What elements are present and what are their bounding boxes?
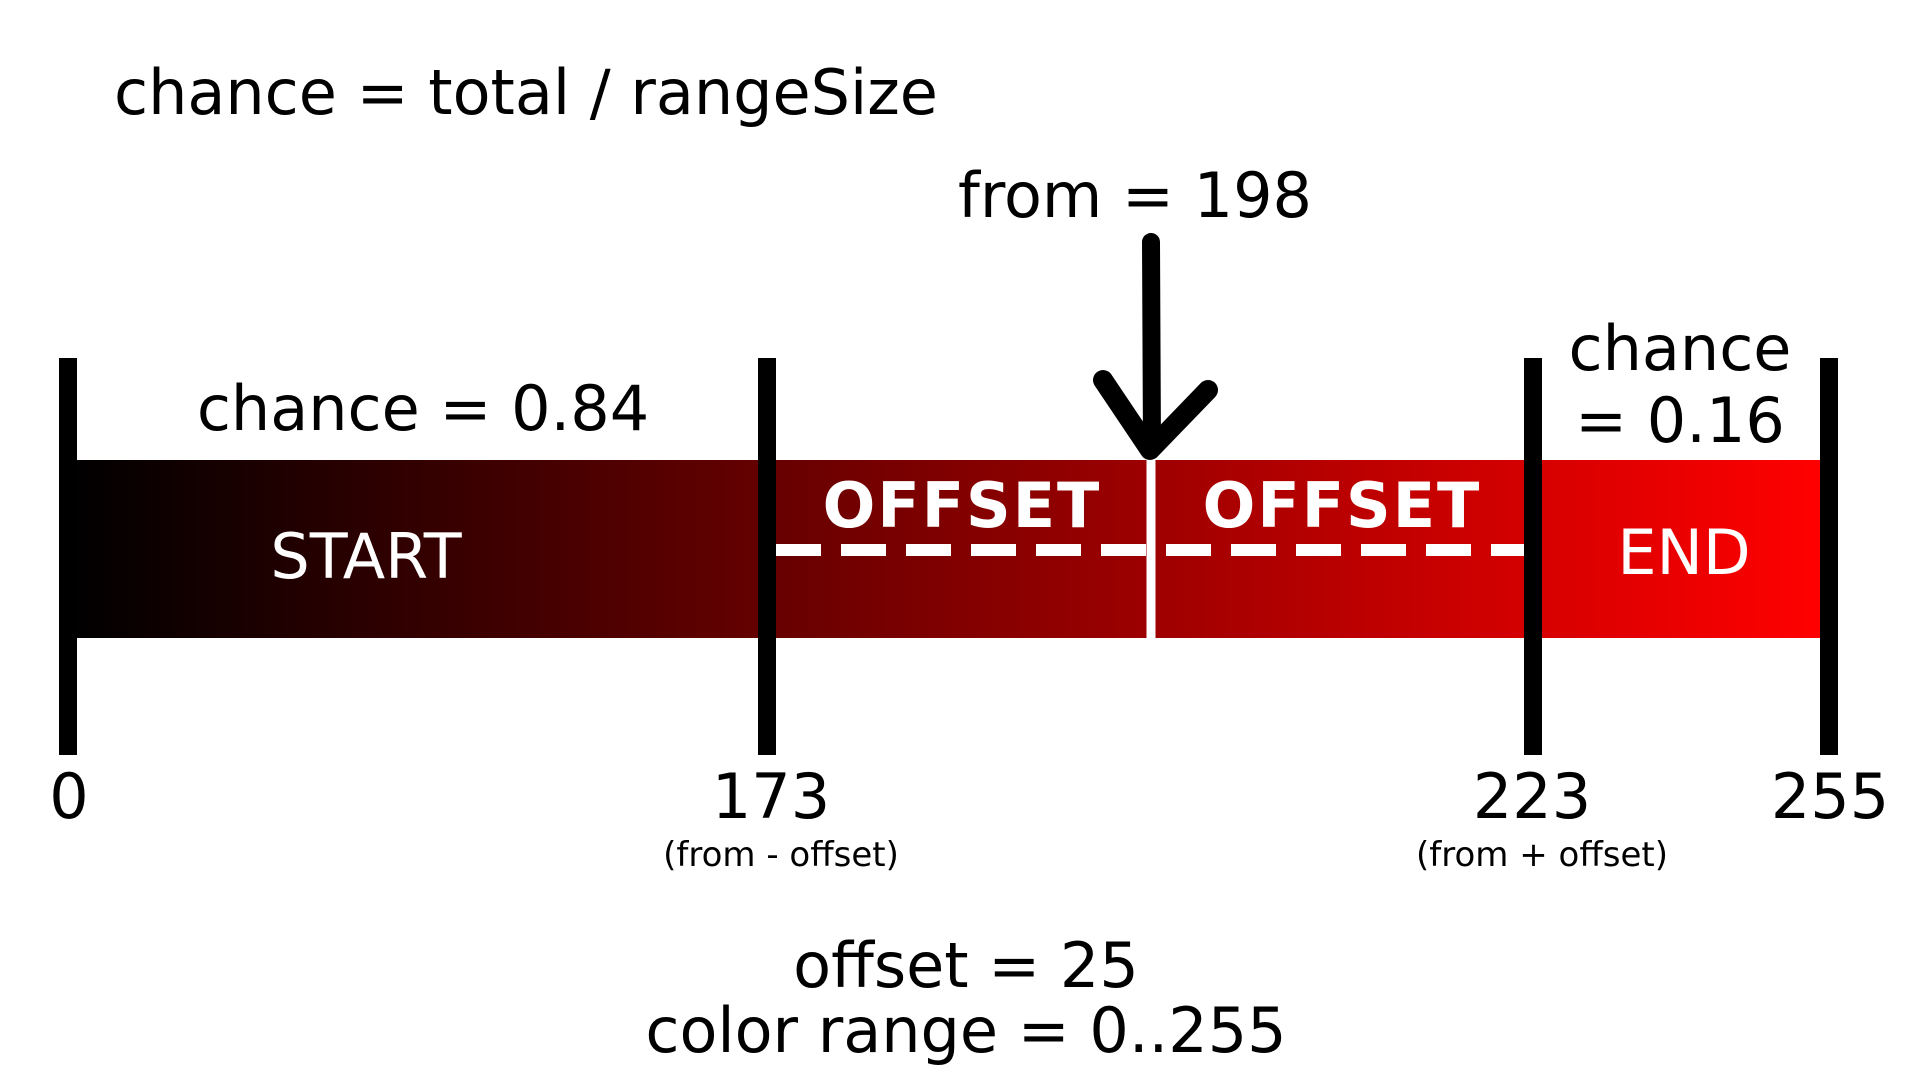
- end-segment-label: END: [1617, 516, 1751, 589]
- formula-text: chance = total / rangeSize: [114, 56, 938, 129]
- tick-label-223: 223: [1472, 760, 1592, 833]
- offset-value-text: offset = 25: [793, 929, 1139, 1002]
- tick-label-173: 173: [711, 760, 831, 833]
- chance-right-label-line1: chance: [1568, 312, 1792, 385]
- down-arrow-icon: [1093, 233, 1218, 460]
- tick-note-173: (from - offset): [663, 835, 899, 875]
- color-range-text: color range = 0..255: [645, 994, 1287, 1067]
- tick-note-223: (from + offset): [1416, 835, 1668, 875]
- from-label: from = 198: [958, 159, 1312, 232]
- chance-left-label: chance = 0.84: [196, 372, 650, 445]
- chance-right-label-line2: = 0.16: [1575, 384, 1785, 457]
- tick-label-0: 0: [49, 760, 89, 833]
- tick-label-255: 255: [1770, 760, 1890, 833]
- offset-right-label: OFFSET: [1202, 469, 1482, 542]
- offset-left-label: OFFSET: [822, 469, 1102, 542]
- start-segment-label: START: [270, 520, 462, 593]
